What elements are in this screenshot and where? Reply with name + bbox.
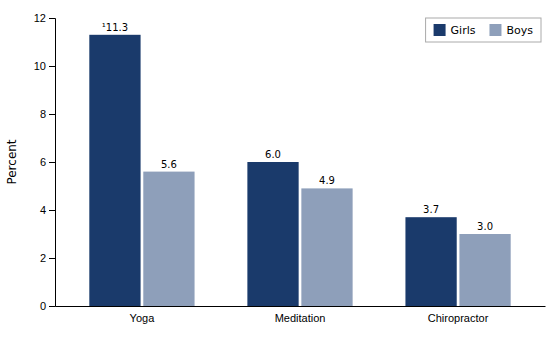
y-tick-label: 8 [40, 108, 46, 120]
data-label: 3.7 [423, 204, 439, 215]
data-label: ¹11.3 [102, 22, 128, 33]
y-tick-mark [49, 306, 55, 307]
x-tick: Yoga [130, 306, 156, 324]
legend-label: Girls [451, 24, 476, 37]
y-tick-label: 0 [40, 300, 46, 312]
bar [143, 172, 194, 306]
legend-item: Girls [434, 24, 476, 37]
y-tick: 0 [40, 300, 55, 312]
y-tick-mark [49, 162, 55, 163]
chart: 0 2 4 6 8 10 12 Yoga Meditation Chiropractor ¹11.3… [0, 0, 560, 338]
data-label: 6.0 [265, 149, 281, 160]
y-tick: 12 [34, 12, 55, 24]
y-tick-mark [49, 210, 55, 211]
y-tick-label: 4 [40, 204, 46, 216]
y-tick: 2 [40, 252, 55, 264]
y-tick-mark [49, 66, 55, 67]
y-tick: 8 [40, 108, 55, 120]
bar [459, 234, 510, 306]
y-tick: 10 [34, 60, 55, 72]
data-label: 3.0 [477, 221, 493, 232]
data-label: 4.9 [319, 175, 335, 186]
legend: Girls Boys [426, 18, 541, 42]
y-tick-mark [49, 114, 55, 115]
y-axis: 0 2 4 6 8 10 12 [34, 12, 56, 312]
bar [89, 35, 140, 306]
bars [89, 35, 510, 306]
x-tick-label: Meditation [275, 312, 326, 324]
bar [301, 188, 352, 306]
legend-item: Boys [489, 24, 533, 37]
x-tick: Chiropractor [428, 306, 489, 324]
x-tick: Meditation [275, 306, 326, 324]
legend-swatch [489, 24, 501, 36]
bar [405, 217, 456, 306]
x-axis-line [56, 306, 546, 307]
data-label: 5.6 [161, 159, 177, 170]
bar [247, 162, 298, 306]
plot: 0 2 4 6 8 10 12 Yoga Meditation Chiropractor ¹11.3… [34, 12, 546, 324]
y-tick-label: 6 [40, 156, 46, 168]
y-tick: 6 [40, 156, 55, 168]
y-axis-title: Percent [5, 139, 19, 184]
legend-box [426, 18, 541, 42]
y-tick-label: 12 [34, 12, 46, 24]
y-tick-mark [49, 18, 55, 19]
x-tick-label: Chiropractor [428, 312, 489, 324]
data-labels: ¹11.3 6.0 3.7 5.6 4.9 3.0 [102, 22, 493, 232]
legend-label: Boys [506, 24, 533, 37]
y-tick-label: 10 [34, 60, 46, 72]
y-tick-mark [49, 258, 55, 259]
x-axis: Yoga Meditation Chiropractor [56, 306, 546, 324]
y-tick-label: 2 [40, 252, 46, 264]
legend-swatch [434, 24, 446, 36]
x-tick-label: Yoga [130, 312, 156, 324]
y-tick: 4 [40, 204, 55, 216]
y-axis-line [49, 19, 56, 307]
